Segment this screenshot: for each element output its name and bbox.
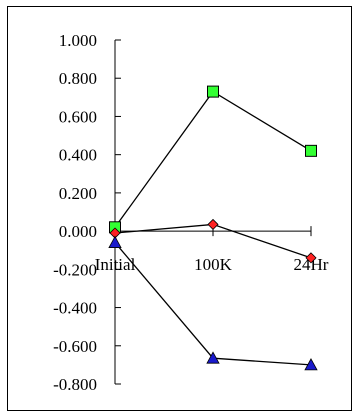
x-tick-label: Initial — [95, 255, 136, 274]
y-tick-label: 0.600 — [59, 107, 97, 126]
data-point-diamond — [207, 218, 219, 230]
y-tick-label: 0.000 — [59, 222, 97, 241]
y-tick-label: -0.800 — [53, 375, 97, 394]
y-tick-label: 1.000 — [59, 31, 97, 50]
y-tick-label: 0.200 — [59, 184, 97, 203]
data-point-triangle — [304, 358, 318, 371]
x-tick-label: 100K — [194, 255, 233, 274]
data-point-triangle — [206, 351, 220, 364]
y-tick-label: 0.800 — [59, 69, 97, 88]
chart-frame — [7, 6, 352, 411]
data-point-diamond — [305, 252, 317, 264]
data-point-triangle — [108, 235, 122, 248]
x-tick-label: 24Hr — [294, 255, 329, 274]
y-tick-label: 0.400 — [59, 146, 97, 165]
y-tick-label: -0.600 — [53, 337, 97, 356]
data-point-square — [207, 85, 219, 98]
y-tick-label: -0.400 — [53, 299, 97, 318]
data-point-square — [305, 144, 317, 157]
series-line — [114, 90, 312, 228]
y-tick-label: -0.200 — [53, 260, 97, 279]
